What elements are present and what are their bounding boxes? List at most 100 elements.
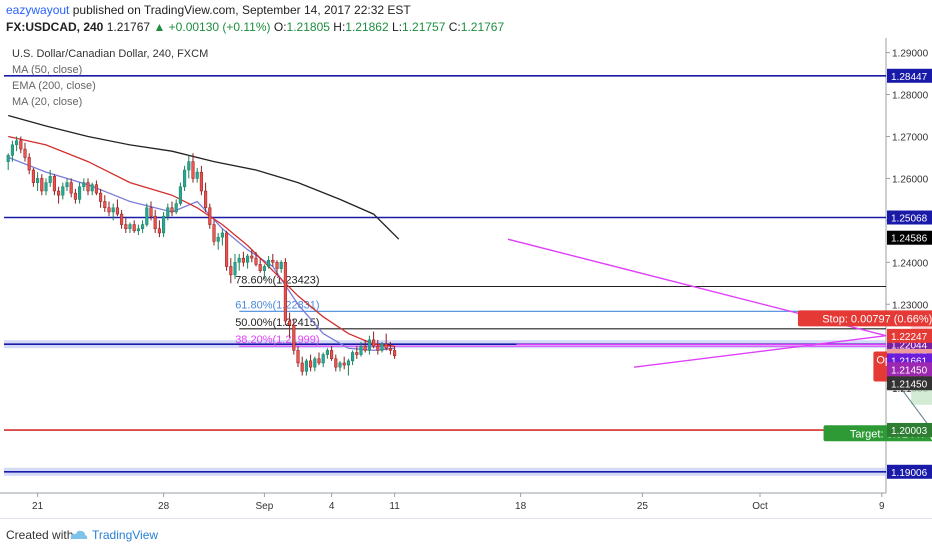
price-axis-label-bg	[887, 68, 932, 83]
candle-body	[15, 140, 19, 146]
legend-ma50[interactable]: MA (50, close)	[12, 64, 83, 76]
legend-ema200[interactable]: EMA (200, close)	[12, 80, 96, 92]
candle-up	[136, 224, 140, 236]
candle-body	[275, 262, 279, 269]
last-price: 1.21767	[106, 20, 151, 34]
candle-up	[82, 178, 86, 191]
symbol-label: FX:USDCAD, 240	[6, 20, 104, 34]
candle-body	[82, 182, 86, 188]
candle-down	[229, 258, 233, 284]
candle-up	[111, 203, 115, 221]
candle-body	[363, 345, 367, 351]
candle-down	[212, 220, 216, 246]
candle-up	[313, 356, 317, 372]
candle-down	[31, 167, 35, 187]
candle-body	[384, 343, 388, 349]
fib-level-label: 38.20%(1.21999)	[235, 334, 319, 346]
chart-background	[0, 38, 932, 518]
candle-up	[304, 358, 308, 376]
price-axis-label-text: 1.25068	[891, 214, 928, 225]
up-arrow-icon: ▲	[153, 20, 166, 34]
publisher-username[interactable]: eazywayout	[6, 3, 70, 17]
candle-body	[376, 345, 380, 351]
candle-body	[132, 224, 136, 232]
candle-body	[279, 262, 283, 269]
candle-body	[166, 207, 170, 217]
candle-body	[31, 169, 35, 183]
price-axis-label-text: 1.21450	[891, 379, 928, 390]
candle-up	[367, 335, 371, 355]
stop-label-text: Stop: 0.00797 (0.66%) 79.7, Amount: 75.0…	[822, 313, 932, 325]
candle-down	[132, 220, 136, 233]
candle-down	[388, 342, 392, 355]
legend-ma20[interactable]: MA (20, close)	[12, 96, 83, 108]
candle-body	[6, 155, 10, 162]
triangle-trendline	[633, 335, 887, 368]
price-axis-label-bg	[887, 328, 932, 343]
candle-body	[141, 224, 145, 230]
candle-up	[90, 182, 94, 196]
candle-up	[380, 342, 384, 353]
candle-body	[57, 190, 61, 196]
candle-body	[267, 259, 271, 267]
candle-body	[69, 182, 73, 194]
candle-up	[61, 182, 65, 200]
candle-body	[124, 224, 128, 230]
candle-body	[65, 182, 69, 188]
candle-up	[145, 203, 149, 227]
candle-body	[107, 207, 111, 213]
high-label: H:	[333, 20, 346, 34]
candle-down	[204, 182, 208, 212]
candle-down	[120, 209, 124, 229]
price-chart[interactable]: 1.290001.280001.270001.260001.250001.240…	[0, 38, 932, 518]
candle-up	[162, 211, 166, 238]
candle-up	[279, 260, 283, 273]
price-axis-label-text: 1.19006	[891, 468, 928, 479]
y-tick-label: 1.24000	[892, 258, 929, 269]
candle-body	[204, 190, 208, 209]
candle-down	[23, 142, 27, 162]
candle-down	[157, 220, 161, 238]
candle-down	[292, 318, 296, 355]
candle-down	[99, 188, 103, 208]
x-tick-label: 9	[879, 501, 885, 512]
stop-label: Stop: 0.00797 (0.66%) 79.7, Amount: 75.0…	[797, 310, 932, 327]
candle-up	[325, 348, 329, 359]
candle-down	[107, 201, 111, 217]
candle-up	[233, 253, 237, 280]
candle-body	[237, 257, 241, 263]
candle-down	[300, 356, 304, 376]
candle-body	[325, 350, 329, 355]
candle-body	[73, 192, 77, 200]
fib-level-label: 61.80%(1.22831)	[235, 299, 319, 311]
price-axis-label-bg	[887, 422, 932, 437]
candle-down	[288, 312, 292, 338]
candle-body	[40, 178, 44, 192]
candle-down	[208, 203, 212, 229]
fib-level-label: 50.00%(1.22415)	[235, 317, 319, 329]
candle-down	[115, 199, 119, 217]
candle-body	[128, 224, 132, 230]
price-axis-label: 1.22247	[887, 328, 932, 343]
footer: Created with TradingView	[0, 518, 932, 551]
candle-up	[346, 358, 350, 376]
fib-level-label: 78.60%(1.23423)	[235, 275, 319, 287]
x-tick-label: 28	[158, 501, 170, 512]
tradingview-logo[interactable]: TradingView	[70, 528, 158, 542]
price-axis-label-bg	[887, 230, 932, 245]
y-tick-label: 1.27000	[892, 132, 929, 143]
candle-up	[195, 167, 199, 183]
candle-down	[384, 333, 388, 351]
candle-down	[317, 352, 321, 366]
candle-body	[187, 161, 191, 171]
candle-down	[199, 165, 203, 196]
candle-down	[250, 249, 254, 263]
tradingview-brand: TradingView	[92, 528, 159, 542]
candle-down	[271, 253, 275, 267]
price-axis-label: 1.20003	[887, 422, 932, 437]
price-axis-label-text: 1.22044	[891, 340, 928, 351]
candle-body	[338, 362, 342, 368]
candle-up	[48, 170, 52, 187]
close-label: C:	[448, 20, 461, 34]
x-tick-label: 4	[329, 501, 335, 512]
